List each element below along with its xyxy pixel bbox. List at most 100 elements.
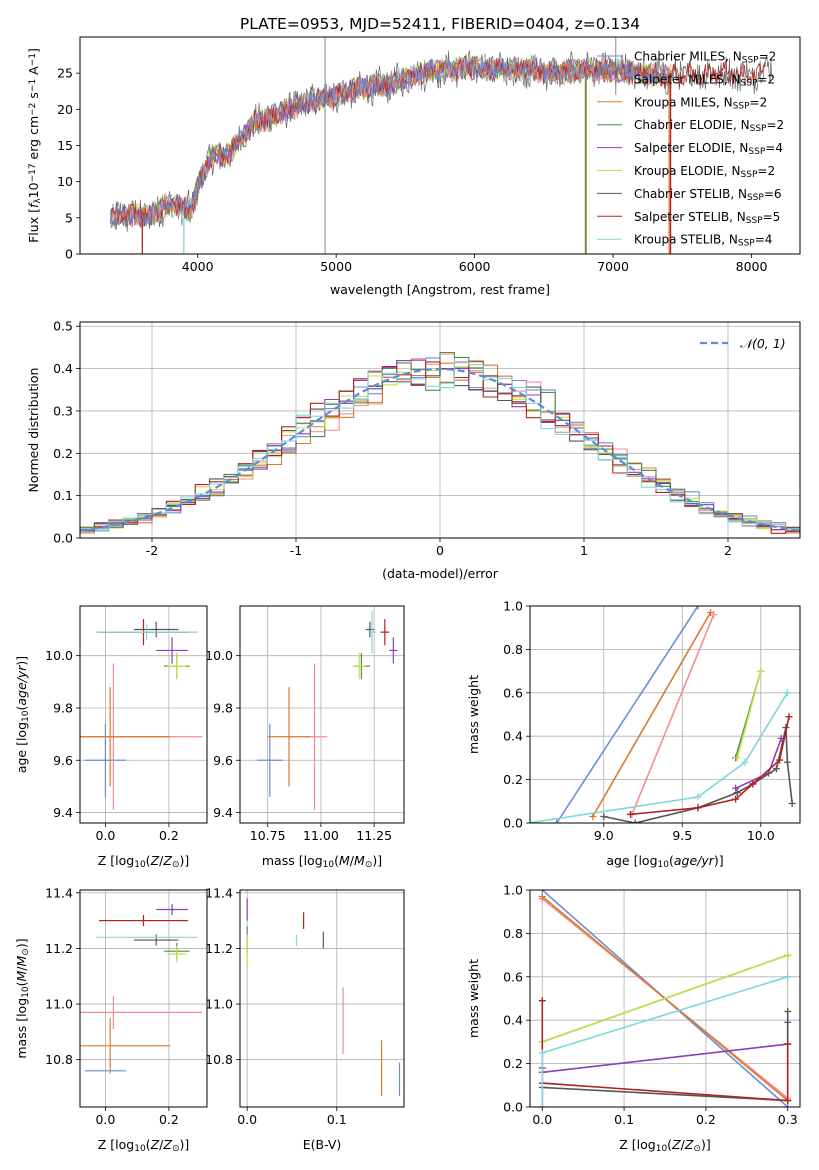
errorbar-point-model-8 — [95, 624, 198, 640]
y-tick-label: 1.0 — [503, 599, 523, 614]
weight-marker — [733, 754, 741, 762]
y-tick-label: 0.4 — [503, 729, 523, 744]
axes-frame — [239, 605, 405, 824]
mass-vs-metallicity-chart: 0.0 0.2 10.8 11.0 11.2 11.4 Z [log10(Z/Z⊙)] mas… — [14, 885, 208, 1154]
weight-marker — [776, 756, 784, 764]
legend-label: Chabrier MILES, NSSP=2 — [634, 50, 776, 66]
legend-label: Salpeter ELODIE, NSSP=4 — [634, 141, 783, 157]
weight-marker — [732, 784, 740, 792]
y-tick-label: 15 — [57, 138, 73, 153]
histogram-model-8 — [80, 361, 800, 533]
y-tick-label: 10.0 — [205, 648, 233, 663]
errorbar-point-model-5 — [167, 653, 187, 680]
spectrum-line-model-0 — [110, 56, 672, 228]
y-tick-label: 0.6 — [503, 685, 523, 700]
y-tick-label: 11.4 — [205, 885, 233, 900]
weight-line-model-8 — [530, 692, 789, 823]
y-tick-label: 0.0 — [503, 1100, 523, 1115]
residual-legend: 𝒩(0, 1) — [700, 336, 786, 351]
y-axis-label: age [log10(age/yr)] — [14, 656, 31, 773]
x-axis-label: (data-model)/error — [382, 566, 499, 581]
weight-marker — [538, 890, 546, 894]
legend-label: Kroupa ELODIE, NSSP=2 — [634, 164, 775, 180]
y-tick-label: 9.8 — [213, 700, 233, 715]
y-tick-label: 11.0 — [45, 997, 73, 1012]
errorbar-point-model-8 — [367, 611, 377, 654]
x-tick-label: 9.5 — [672, 828, 692, 843]
x-axis-label: Z [log10(Z/Z⊙)] — [98, 1137, 190, 1154]
x-tick-label: 7000 — [597, 259, 629, 274]
weight-marker — [553, 819, 561, 823]
x-tick-label: 11.00 — [303, 828, 339, 843]
y-tick-label: 10.8 — [45, 1052, 73, 1067]
y-tick-label: 11.2 — [45, 941, 73, 956]
weight-marker — [772, 765, 780, 773]
weight-vs-metallicity-chart: 0.0 0.1 0.2 0.3 0.0 0.2 0.4 0.6 0.8 1.0 Z [log10(Z… — [466, 883, 801, 1154]
x-tick-label: 0.2 — [159, 828, 179, 843]
residual-histogram-chart: -2 -1 0 1 2 0.0 0.1 0.2 0.3 0.4 0.5 (data-model)/er… — [26, 319, 801, 581]
x-tick-label: 10.75 — [250, 828, 286, 843]
errorbar-point-model-7 — [380, 619, 390, 646]
x-tick-label: 0.3 — [778, 1112, 798, 1127]
weight-marker — [784, 1103, 792, 1107]
axes-frame — [79, 889, 208, 1108]
weight-vs-age-chart: 9.0 9.5 10.0 0.0 0.2 0.4 0.6 0.8 1.0 age [log10(a… — [466, 599, 801, 870]
plot-area — [257, 611, 398, 810]
x-tick-label: 4000 — [182, 259, 214, 274]
errorbar-point-model-6 — [133, 621, 179, 638]
x-axis-label: E(B-V) — [303, 1137, 342, 1152]
axes-frame — [79, 605, 208, 824]
legend-label: Salpeter MILES, NSSP=2 — [634, 72, 775, 88]
y-axis-label: mass [log10(M/M⊙)] — [14, 938, 31, 1058]
plot-area — [110, 37, 773, 254]
age-vs-metallicity-chart: 0.0 0.2 9.4 9.6 9.8 10.0 Z [log10(Z/Z⊙)] age [l… — [14, 605, 208, 870]
x-tick-label: 0.0 — [95, 1112, 115, 1127]
weight-line-model-1 — [631, 614, 715, 815]
plot-area — [246, 898, 401, 1096]
plot-area — [80, 351, 800, 536]
y-axis-label: mass weight — [466, 675, 481, 754]
weight-line-model-6 — [541, 1011, 789, 1107]
weight-line-model-5 — [736, 670, 762, 759]
y-tick-label: 0 — [65, 247, 73, 262]
weight-marker — [784, 973, 792, 981]
plot-area — [530, 606, 796, 823]
weight-line-model-7 — [541, 1000, 789, 1102]
weight-marker — [589, 812, 597, 820]
y-tick-label: 9.4 — [213, 805, 233, 820]
spectrum-legend: Chabrier MILES, NSSP=2 Salpeter MILES, NS… — [597, 50, 784, 249]
plot-area — [80, 903, 203, 1074]
weight-marker — [538, 1049, 546, 1057]
x-tick-label: -1 — [290, 543, 302, 558]
weight-line-model-4 — [541, 1022, 789, 1074]
errorbar-point-model-0 — [84, 723, 127, 797]
spectrum-chart: 4000 5000 6000 7000 8000 0 5 10 15 20 25 wavelength… — [26, 36, 801, 297]
axes-frame — [529, 605, 801, 824]
x-axis-label: wavelength [Angstrom, rest frame] — [330, 282, 550, 297]
x-axis-label: age [log10(age/yr)] — [606, 853, 723, 870]
y-axis-label: Flux [fλ10−17 erg cm−2 s−1 A−1] — [26, 48, 43, 243]
errorbar-point-model-2 — [267, 687, 311, 787]
y-tick-label: 20 — [57, 102, 73, 117]
weight-marker — [538, 893, 546, 901]
weight-marker — [600, 812, 608, 820]
y-tick-label: 0.6 — [503, 969, 523, 984]
x-tick-label: -2 — [146, 543, 158, 558]
y-tick-label: 10.8 — [205, 1052, 233, 1067]
weight-marker — [785, 713, 793, 721]
mass-vs-reddening-chart: 0.0 0.1 10.8 11.0 11.2 11.4 E(B-V) — [205, 885, 405, 1152]
x-tick-label: 0.0 — [95, 828, 115, 843]
y-tick-label: 11.4 — [45, 885, 73, 900]
x-tick-label: 10.0 — [747, 828, 775, 843]
errorbar-point-model-4 — [156, 903, 188, 916]
weight-marker — [757, 667, 765, 675]
y-tick-label: 0.2 — [503, 772, 523, 787]
weight-marker — [784, 951, 792, 959]
weight-marker — [783, 758, 791, 766]
y-tick-label: 9.8 — [53, 700, 73, 715]
x-tick-label: 9.0 — [594, 828, 614, 843]
y-axis-label: mass weight — [466, 959, 481, 1038]
weight-marker — [784, 1008, 792, 1016]
legend-label: Chabrier STELIB, NSSP=6 — [634, 187, 782, 203]
plot-area — [538, 890, 792, 1107]
